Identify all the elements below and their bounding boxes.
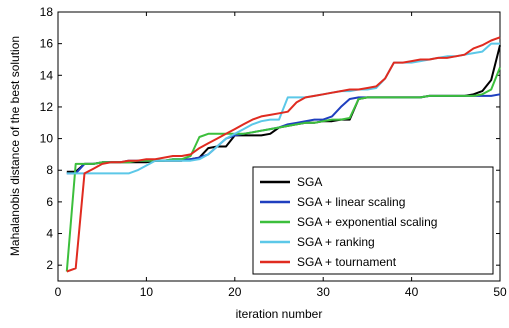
x-tick-label: 50 <box>493 285 507 299</box>
series-line-5 <box>66 36 501 273</box>
legend-label: SGA + ranking <box>297 235 375 249</box>
y-tick-label: 8 <box>46 163 53 177</box>
y-axis-title: Mahalanobis distance of the best solutio… <box>8 36 22 256</box>
x-axis-title: iteration number <box>236 307 323 321</box>
legend-label: SGA + exponential scaling <box>297 215 437 229</box>
legend-label: SGA <box>297 175 322 189</box>
y-axis: 2 4 6 8 10 12 14 16 18 <box>40 5 500 272</box>
legend: SGA SGA + linear scaling SGA + exponential… <box>252 166 494 275</box>
x-tick-label: 40 <box>405 285 419 299</box>
x-tick-label: 10 <box>140 285 154 299</box>
x-tick-label: 20 <box>228 285 242 299</box>
x-tick-label: 30 <box>317 285 331 299</box>
y-tick-label: 10 <box>40 132 54 146</box>
x-axis: 0 10 20 30 40 50 <box>55 12 507 299</box>
legend-label: SGA + linear scaling <box>297 195 405 209</box>
y-tick-label: 14 <box>40 68 54 82</box>
y-tick-label: 4 <box>46 227 53 241</box>
y-tick-label: 6 <box>46 195 53 209</box>
y-tick-label: 18 <box>40 5 54 19</box>
y-tick-label: 12 <box>40 100 54 114</box>
series-lines <box>65 36 501 273</box>
legend-label: SGA + tournament <box>297 255 397 269</box>
y-tick-label: 16 <box>40 37 54 51</box>
x-tick-label: 0 <box>55 285 62 299</box>
legend-box <box>252 166 494 275</box>
y-tick-label: 2 <box>46 258 53 272</box>
